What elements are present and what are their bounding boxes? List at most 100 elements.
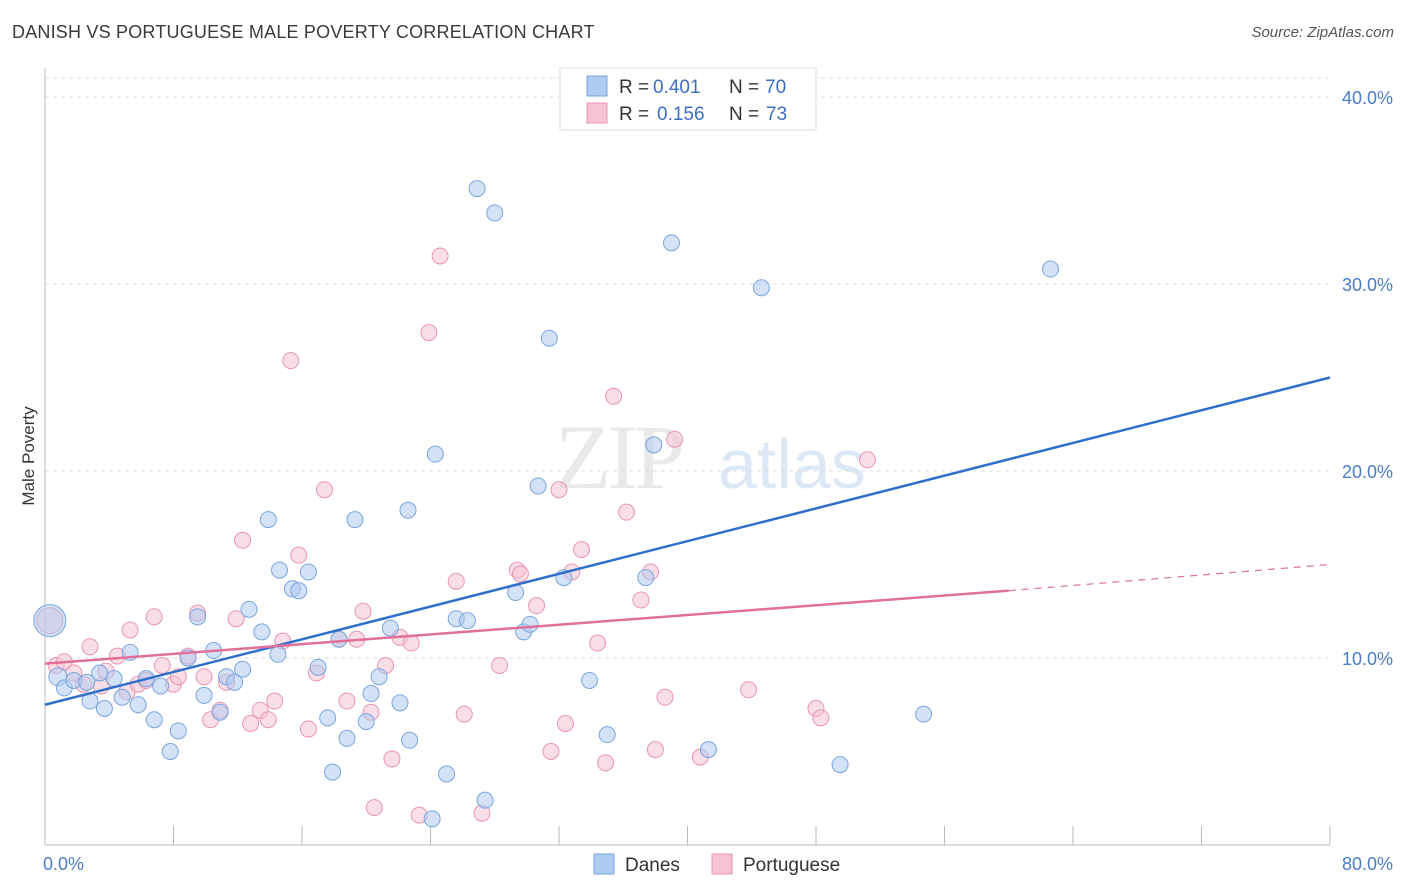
- legend-n-value-danes: 70: [765, 77, 786, 98]
- portuguese-point: [617, 503, 635, 521]
- portuguese-point: [491, 656, 509, 674]
- portuguese-point: [646, 741, 664, 759]
- danes-point: [438, 765, 456, 783]
- legend-r-value-portuguese: 0.156: [657, 104, 705, 125]
- portuguese-point: [195, 668, 213, 686]
- portuguese-point: [589, 634, 607, 652]
- legend-n-value-portuguese: 73: [766, 104, 787, 125]
- watermark-atlas: atlas: [718, 425, 866, 503]
- portuguese-point: [282, 352, 300, 370]
- series-danes: [33, 180, 1060, 828]
- danes-point: [468, 180, 486, 198]
- trend-lines: [44, 376, 1331, 706]
- y-axis-title: Male Poverty: [19, 406, 38, 506]
- danes-point: [521, 615, 539, 633]
- legend-n-label-portuguese: N =: [729, 104, 759, 125]
- danes-point: [476, 791, 494, 809]
- portuguese-trend-line: [44, 589, 1009, 665]
- bottom-legend-label-portuguese: Portuguese: [743, 855, 840, 876]
- danes-point: [152, 677, 170, 695]
- danes-point: [226, 673, 244, 691]
- y-tick-label: 40.0%: [1342, 88, 1393, 108]
- portuguese-point: [572, 541, 590, 559]
- portuguese-point: [812, 709, 830, 727]
- danes-point: [423, 810, 441, 828]
- grid-lines: [45, 77, 1330, 659]
- chart-title: DANISH VS PORTUGUESE MALE POVERTY CORREL…: [12, 22, 595, 42]
- portuguese-point: [542, 743, 560, 760]
- portuguese-point: [121, 621, 139, 639]
- portuguese-point: [420, 324, 438, 342]
- danes-point: [362, 685, 380, 703]
- danes-point: [113, 688, 131, 706]
- danes-point: [401, 731, 419, 749]
- portuguese-point: [858, 451, 876, 469]
- portuguese-point: [227, 610, 245, 628]
- portuguese-point: [550, 481, 568, 499]
- danes-point: [391, 694, 409, 712]
- danes-point: [290, 582, 308, 600]
- danes-point: [1042, 260, 1060, 278]
- danes-point: [540, 329, 558, 347]
- danes-point: [330, 630, 348, 648]
- legend: R = 0.401 N = 70 R = 0.156 N = 73: [559, 67, 817, 131]
- portuguese-point: [528, 597, 546, 615]
- portuguese-point: [145, 608, 163, 626]
- source-label: Source: ZipAtlas.com: [1251, 24, 1394, 41]
- legend-n-label-danes: N =: [729, 77, 759, 98]
- danes-point: [169, 722, 187, 740]
- x-tick-label: 80.0%: [1342, 854, 1393, 874]
- danes-point: [161, 743, 179, 760]
- y-tick-labels: 10.0% 20.0% 30.0% 40.0%: [1342, 88, 1393, 669]
- danes-point: [598, 726, 616, 744]
- portuguese-point: [597, 754, 615, 772]
- danes-point: [338, 729, 356, 747]
- y-tick-label: 10.0%: [1342, 649, 1393, 669]
- danes-point: [299, 563, 317, 581]
- danes-point: [357, 713, 375, 731]
- y-tick-label: 20.0%: [1342, 462, 1393, 482]
- danes-point: [637, 569, 655, 587]
- portuguese-point: [365, 799, 383, 817]
- danes-point: [381, 619, 399, 637]
- danes-point: [271, 561, 289, 579]
- legend-swatch-danes: [586, 75, 608, 97]
- x-tick-labels: 0.0% 80.0%: [43, 854, 1393, 874]
- bottom-legend-swatch-danes: [593, 853, 615, 875]
- bottom-legend-swatch-portuguese: [711, 853, 733, 875]
- portuguese-point: [431, 247, 449, 265]
- bottom-legend: Danes Portuguese: [593, 853, 840, 876]
- bottom-legend-label-danes: Danes: [625, 855, 680, 876]
- legend-r-label-danes: R =: [619, 77, 649, 98]
- portuguese-point: [605, 387, 623, 405]
- danes-point: [91, 664, 109, 682]
- portuguese-trend-extension: [1008, 563, 1331, 592]
- danes-point: [346, 511, 364, 529]
- danes-point: [253, 623, 271, 641]
- portuguese-point: [354, 602, 372, 620]
- danes-point: [831, 756, 849, 774]
- portuguese-point: [740, 681, 758, 699]
- portuguese-point: [153, 656, 171, 674]
- danes-point: [129, 696, 147, 714]
- x-tick-label: 0.0%: [43, 854, 84, 874]
- danes-point: [458, 612, 476, 630]
- portuguese-point: [383, 750, 401, 768]
- danes-point: [370, 668, 388, 686]
- portuguese-point: [290, 546, 308, 564]
- danes-point: [33, 604, 67, 638]
- portuguese-point: [666, 430, 684, 448]
- portuguese-point: [632, 591, 650, 609]
- watermark-zip: ZIP: [555, 406, 682, 508]
- y-tick-label: 30.0%: [1342, 275, 1393, 295]
- portuguese-point: [447, 572, 465, 590]
- portuguese-point: [656, 688, 674, 706]
- danes-point: [145, 711, 163, 729]
- danes-point: [195, 686, 213, 704]
- danes-point: [486, 204, 504, 222]
- watermark: ZIP atlas: [555, 406, 866, 508]
- portuguese-point: [315, 481, 333, 499]
- portuguese-point: [266, 692, 284, 710]
- danes-point: [211, 703, 229, 721]
